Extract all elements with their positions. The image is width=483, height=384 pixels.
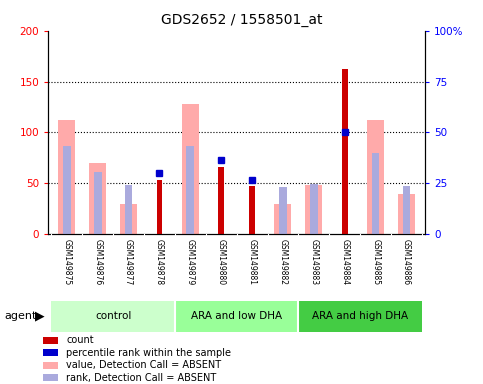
Text: ▶: ▶ [35, 310, 44, 323]
Bar [372, 153, 380, 234]
Bar [218, 167, 224, 234]
Bar [43, 337, 58, 344]
Text: GSM149877: GSM149877 [124, 240, 133, 286]
Bar [94, 172, 101, 234]
Text: value, Detection Call = ABSENT: value, Detection Call = ABSENT [66, 360, 222, 370]
Text: GSM149884: GSM149884 [340, 240, 349, 286]
Text: control: control [95, 311, 131, 321]
Text: GDS2652 / 1558501_at: GDS2652 / 1558501_at [161, 13, 322, 27]
Text: rank, Detection Call = ABSENT: rank, Detection Call = ABSENT [66, 373, 216, 383]
Bar [305, 185, 322, 234]
Bar [89, 163, 106, 234]
Bar [58, 120, 75, 234]
Text: ARA and low DHA: ARA and low DHA [191, 311, 282, 321]
Bar [342, 70, 348, 234]
Bar [125, 185, 132, 234]
Text: ARA and high DHA: ARA and high DHA [312, 311, 408, 321]
Text: agent: agent [5, 311, 37, 321]
Bar [298, 301, 422, 332]
Text: GSM149885: GSM149885 [371, 240, 380, 286]
Bar [175, 301, 298, 332]
Bar [186, 146, 194, 234]
Text: GSM149883: GSM149883 [310, 240, 318, 286]
Bar [403, 186, 411, 234]
Text: GSM149881: GSM149881 [248, 240, 256, 285]
Text: GSM149880: GSM149880 [217, 240, 226, 286]
Bar [367, 120, 384, 234]
Bar [63, 146, 71, 234]
Bar [274, 204, 291, 234]
Text: GSM149882: GSM149882 [279, 240, 287, 285]
Text: GSM149876: GSM149876 [93, 240, 102, 286]
Bar [249, 186, 255, 234]
Text: count: count [66, 335, 94, 345]
Text: GSM149878: GSM149878 [155, 240, 164, 286]
Bar [120, 204, 137, 234]
Text: GSM149886: GSM149886 [402, 240, 411, 286]
Text: GSM149879: GSM149879 [186, 240, 195, 286]
Text: GSM149875: GSM149875 [62, 240, 71, 286]
Bar [43, 362, 58, 369]
Bar [279, 187, 287, 234]
Bar [398, 194, 415, 234]
Bar [310, 184, 318, 234]
Bar [156, 180, 162, 234]
Bar [43, 374, 58, 381]
Bar [43, 349, 58, 356]
Bar [182, 104, 199, 234]
Text: percentile rank within the sample: percentile rank within the sample [66, 348, 231, 358]
Bar [51, 301, 175, 332]
